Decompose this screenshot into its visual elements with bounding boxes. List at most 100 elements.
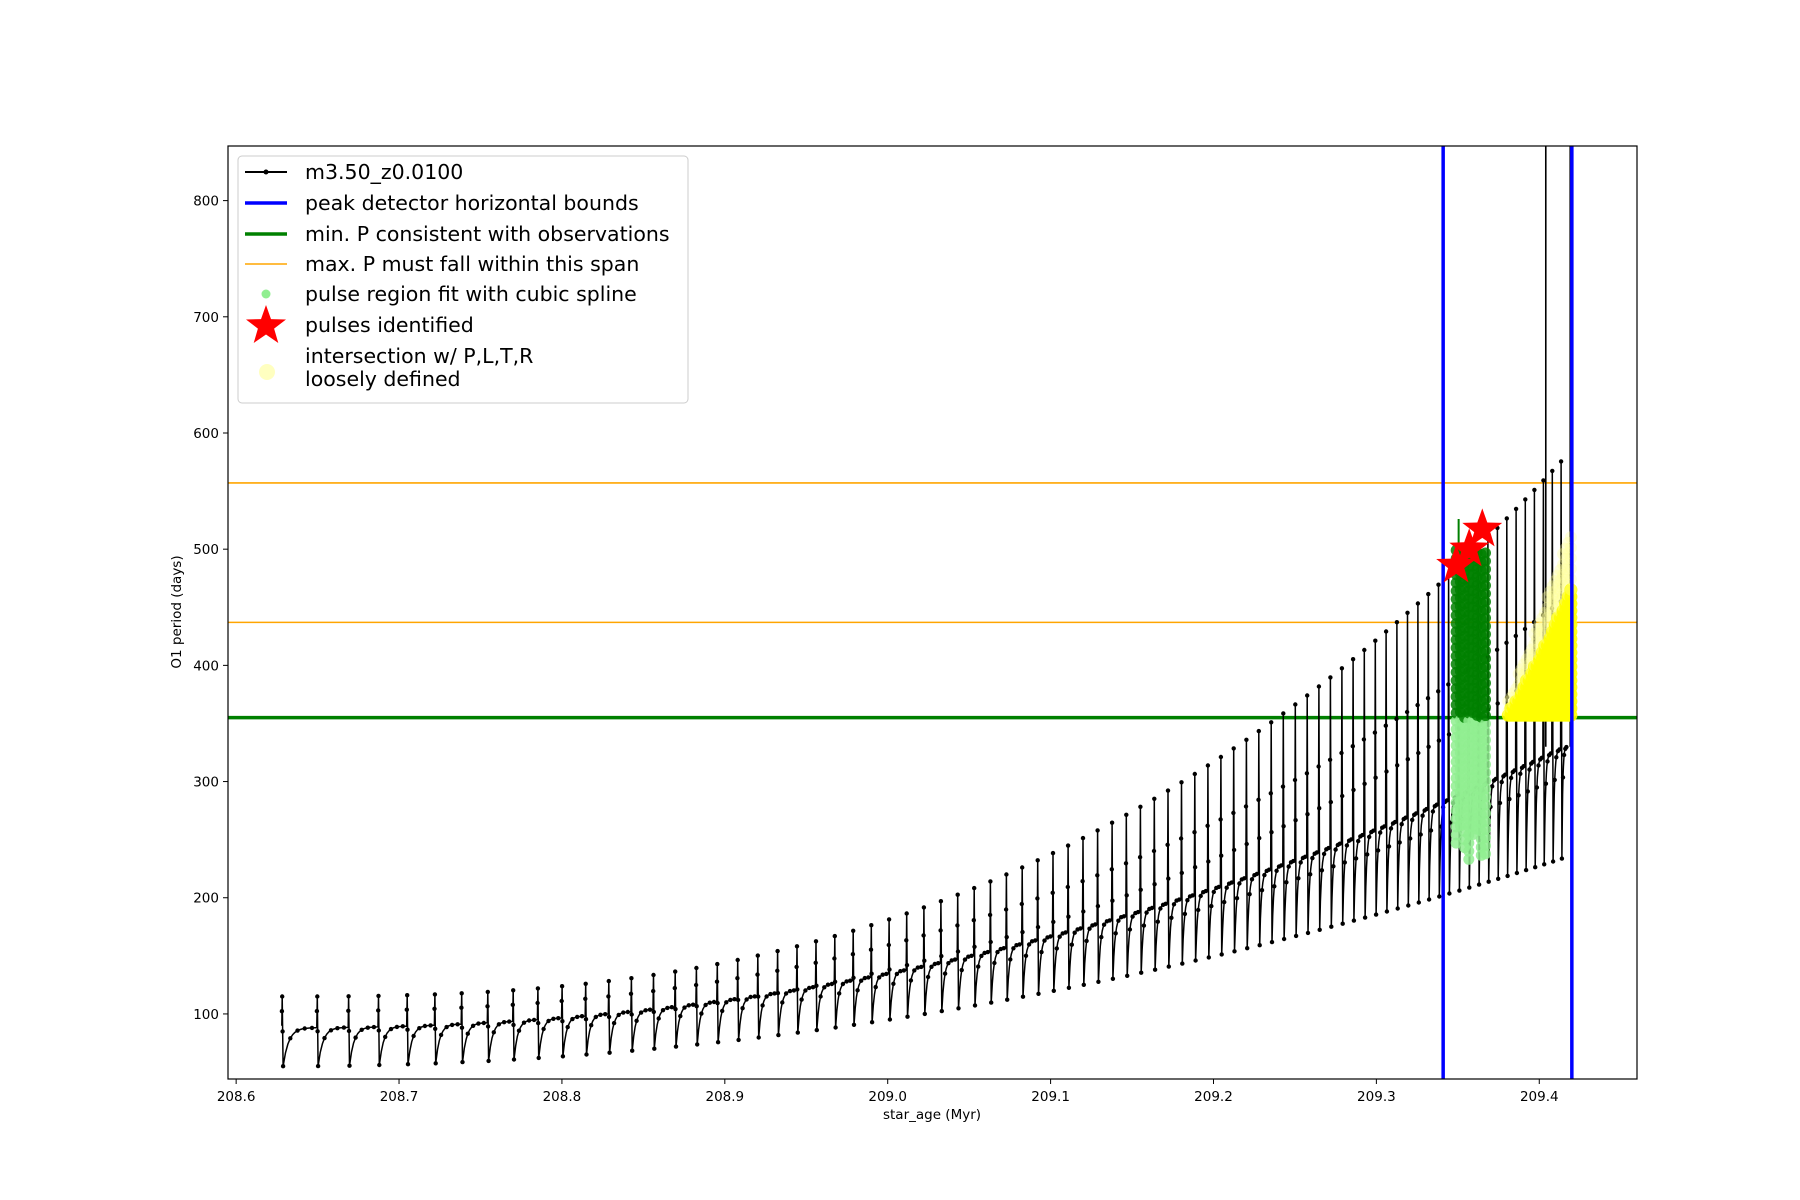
series-point <box>1066 985 1072 990</box>
series-point <box>1069 942 1075 947</box>
series-point <box>925 974 931 980</box>
max-period-span <box>228 482 1637 624</box>
series-point <box>459 1025 465 1030</box>
series-point <box>1308 872 1313 877</box>
series-point <box>776 1032 781 1038</box>
series-point <box>315 1029 320 1034</box>
series-point <box>936 961 941 966</box>
series-point <box>862 975 867 981</box>
series-point <box>309 1025 315 1031</box>
series-point <box>428 1023 433 1028</box>
series-point <box>1165 788 1171 793</box>
series-point <box>938 928 943 933</box>
series-point <box>432 992 438 997</box>
series-point <box>417 1026 422 1031</box>
series-point <box>1532 487 1537 493</box>
spline-point <box>1480 718 1491 730</box>
series-point <box>359 1027 364 1033</box>
series-point <box>1522 626 1528 632</box>
series-point <box>1072 930 1077 935</box>
series-point <box>818 994 823 999</box>
series-point <box>1467 885 1472 890</box>
series-point <box>1124 812 1129 817</box>
series-point <box>1305 930 1311 936</box>
series-point <box>341 1025 347 1030</box>
series-point <box>1293 818 1298 823</box>
series-point <box>1534 785 1540 790</box>
x-tick-label: 209.2 <box>1194 1089 1233 1105</box>
series-point <box>932 961 937 967</box>
series-point <box>1326 845 1331 851</box>
series-point <box>1205 823 1210 828</box>
series-point <box>869 1020 875 1025</box>
series-point <box>535 986 541 991</box>
series-point <box>1127 927 1133 932</box>
series-point <box>1413 811 1419 816</box>
spline-point <box>1480 783 1491 795</box>
spline-point <box>1480 685 1491 697</box>
series-point <box>376 1008 381 1013</box>
series-point <box>1525 789 1531 794</box>
series-point <box>1420 813 1425 818</box>
series-point <box>1540 613 1546 618</box>
series-point <box>476 1021 481 1026</box>
series-point <box>938 899 944 904</box>
series-point <box>794 944 800 949</box>
series-point <box>516 1028 522 1033</box>
series-point <box>1166 876 1171 881</box>
series-point <box>829 981 834 987</box>
series-point <box>971 918 976 923</box>
intersection-halo-point <box>1536 612 1549 625</box>
series-point <box>1351 918 1357 923</box>
series-point <box>744 997 749 1002</box>
series-point <box>1362 781 1367 786</box>
series-point <box>1254 871 1260 877</box>
x-tick-label: 208.8 <box>543 1089 582 1105</box>
series-point <box>1242 876 1247 881</box>
series-point <box>1344 843 1350 848</box>
series-point <box>1317 806 1322 811</box>
series-point <box>1063 930 1068 935</box>
series-point <box>1561 752 1567 758</box>
series-point <box>1559 856 1565 861</box>
series-point <box>546 1018 551 1024</box>
series-point <box>1397 840 1402 845</box>
series-point <box>511 988 516 993</box>
series-point <box>850 952 856 957</box>
series-point <box>560 1054 566 1059</box>
intersection-halo-point <box>1546 601 1559 614</box>
series-point <box>328 1028 334 1033</box>
series-point <box>1080 835 1086 841</box>
series-point <box>1340 921 1345 926</box>
series-point <box>1384 909 1390 914</box>
series-point <box>720 1008 725 1014</box>
series-point <box>886 917 892 922</box>
series-point <box>377 1062 382 1068</box>
series-point <box>1155 919 1161 924</box>
series-point <box>1286 864 1291 869</box>
series-point <box>511 1022 516 1028</box>
spline-point <box>1480 710 1491 722</box>
series-point <box>673 969 678 974</box>
spline-point <box>1450 829 1462 841</box>
series-point <box>1123 861 1129 866</box>
series-point <box>1457 888 1462 893</box>
series-point <box>647 1007 653 1012</box>
series-point <box>1507 796 1512 802</box>
series-point <box>1008 957 1013 962</box>
series-point <box>1180 961 1185 966</box>
series-point <box>1305 812 1310 817</box>
series-point <box>1408 836 1413 841</box>
series-point <box>1247 892 1252 897</box>
series-point <box>404 1007 409 1012</box>
spline-point <box>1480 832 1491 844</box>
spline-point <box>1480 791 1491 803</box>
series-point <box>1279 863 1284 868</box>
series-point <box>347 1063 352 1068</box>
series-point <box>672 985 677 991</box>
series-point <box>1198 893 1203 899</box>
series-point <box>1266 867 1272 872</box>
series-point <box>1405 757 1411 762</box>
series-point <box>887 967 892 972</box>
series-point <box>1262 872 1267 878</box>
